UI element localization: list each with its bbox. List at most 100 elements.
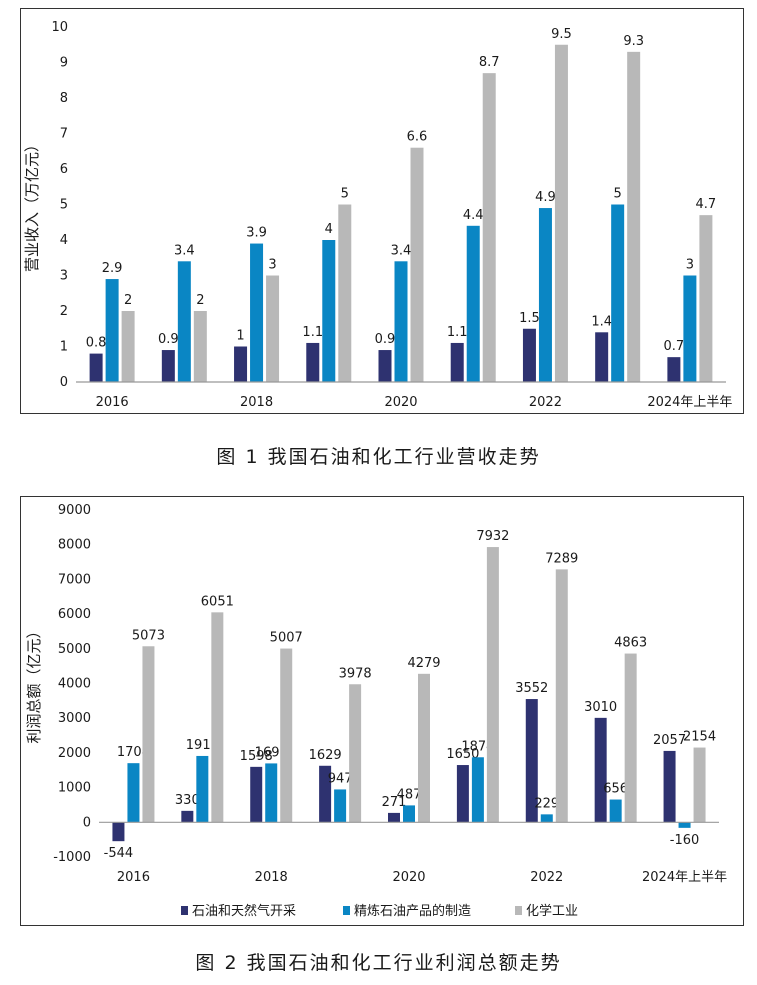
bar [181, 810, 194, 823]
data-label: 3 [686, 258, 694, 273]
data-label: 7932 [476, 529, 509, 544]
data-label: 4863 [614, 636, 647, 651]
y-tick-label: 4000 [58, 677, 91, 692]
y-tick-label: 1 [60, 340, 68, 355]
data-label: 4.7 [696, 197, 717, 212]
bar [105, 279, 119, 382]
data-label: 487 [397, 787, 422, 802]
bar [112, 822, 125, 842]
data-label: 3.4 [391, 243, 412, 258]
data-label: 4 [325, 222, 333, 237]
bar [466, 225, 480, 382]
data-label: 1.5 [519, 311, 540, 326]
bar [609, 799, 622, 823]
x-tick-label: 2022 [529, 395, 562, 410]
data-label: 1704 [117, 745, 150, 760]
bar [177, 261, 191, 382]
data-label: 3552 [515, 681, 548, 696]
data-label: 271 [382, 795, 407, 810]
bar [319, 765, 332, 823]
y-tick-label: 4 [60, 233, 68, 248]
x-tick-label: 2020 [384, 395, 417, 410]
bar [211, 612, 224, 823]
x-tick-label: 2020 [392, 870, 425, 885]
data-label: 0.7 [664, 339, 685, 354]
bar [338, 204, 352, 382]
data-label: 7289 [545, 551, 578, 566]
bar [349, 684, 362, 823]
data-label: 9.3 [623, 34, 644, 49]
data-label: 0.9 [158, 332, 179, 347]
bar [540, 814, 553, 823]
bar [418, 673, 430, 823]
data-label: 1874 [461, 739, 494, 754]
revenue-chart: 0 1 2 3 4 5 6 7 8 9 10 营业收入（万亿元） 0.8 0.9 1 1.1 0.9 1.1 1.5… [23, 20, 732, 410]
data-label: -160 [670, 833, 700, 848]
data-label: -544 [104, 846, 134, 861]
bar [265, 763, 278, 823]
data-label: 0.9 [375, 332, 396, 347]
legend-label: 化学工业 [526, 903, 578, 919]
data-label: 2057 [653, 733, 686, 748]
profit-chart-frame: -1000 0 1000 2000 3000 4000 5000 6000 7000 8000 90… [20, 496, 744, 926]
bar [486, 547, 499, 823]
x-tick-label: 2022 [530, 870, 563, 885]
bar [699, 215, 713, 382]
y-tick-label: 6000 [58, 607, 91, 622]
y-tick-label: 0 [83, 815, 91, 830]
bar [196, 755, 209, 823]
x-tick-label: 2018 [240, 395, 273, 410]
y-tick-label: 3 [60, 269, 68, 284]
x-tick-label: 2024年上半年 [642, 870, 727, 885]
data-label: 1.1 [447, 325, 468, 340]
data-label: 4.9 [535, 190, 556, 205]
data-label: 1697 [255, 745, 288, 760]
data-label: 2 [196, 293, 204, 308]
bar [482, 73, 496, 383]
figure2-caption: 图 2 我国石油和化工行业利润总额走势 [195, 952, 562, 974]
y-tick-label: 5 [60, 198, 68, 213]
bar [627, 51, 641, 382]
data-label: 1650 [446, 747, 479, 762]
legend-swatch [181, 906, 188, 915]
y-tick-label: 7000 [58, 572, 91, 587]
y-tick-label: 2 [60, 304, 68, 319]
bar [388, 812, 400, 823]
data-label: 5007 [270, 631, 303, 646]
y-tick-label: 8000 [58, 538, 91, 553]
legend-label: 石油和天然气开采 [192, 903, 296, 919]
bar [142, 646, 155, 823]
y-tick-label: 10 [51, 20, 68, 35]
y-tick-label: 0 [60, 375, 68, 390]
data-label: 1.4 [591, 314, 612, 329]
y-tick-label: 3000 [58, 711, 91, 726]
y-tick-label: 9 [60, 56, 68, 71]
bar [555, 569, 568, 823]
bar [538, 208, 552, 382]
data-label: 8.7 [479, 55, 500, 70]
bar [611, 204, 625, 382]
bar [250, 243, 264, 382]
bar [234, 346, 248, 382]
data-label: 1912 [186, 738, 219, 753]
data-label: 1598 [240, 749, 273, 764]
x-tick-label: 2016 [117, 870, 150, 885]
y-axis-label: 利润总额（亿元） [25, 623, 43, 743]
data-label: 2.9 [102, 261, 123, 276]
data-label: 947 [328, 771, 353, 786]
bar [471, 757, 484, 823]
data-label: 3978 [339, 666, 372, 681]
legend-swatch [343, 906, 350, 915]
y-tick-label: 6 [60, 162, 68, 177]
y-tick-label: 7 [60, 127, 68, 142]
bar [121, 311, 135, 382]
bar [250, 766, 263, 823]
y-tick-label: 1000 [58, 781, 91, 796]
bar [410, 147, 424, 382]
data-label: 3.4 [174, 243, 195, 258]
bar [193, 311, 207, 382]
bar [683, 275, 697, 382]
bar [306, 342, 320, 382]
bar [450, 342, 464, 382]
bar [127, 763, 140, 823]
